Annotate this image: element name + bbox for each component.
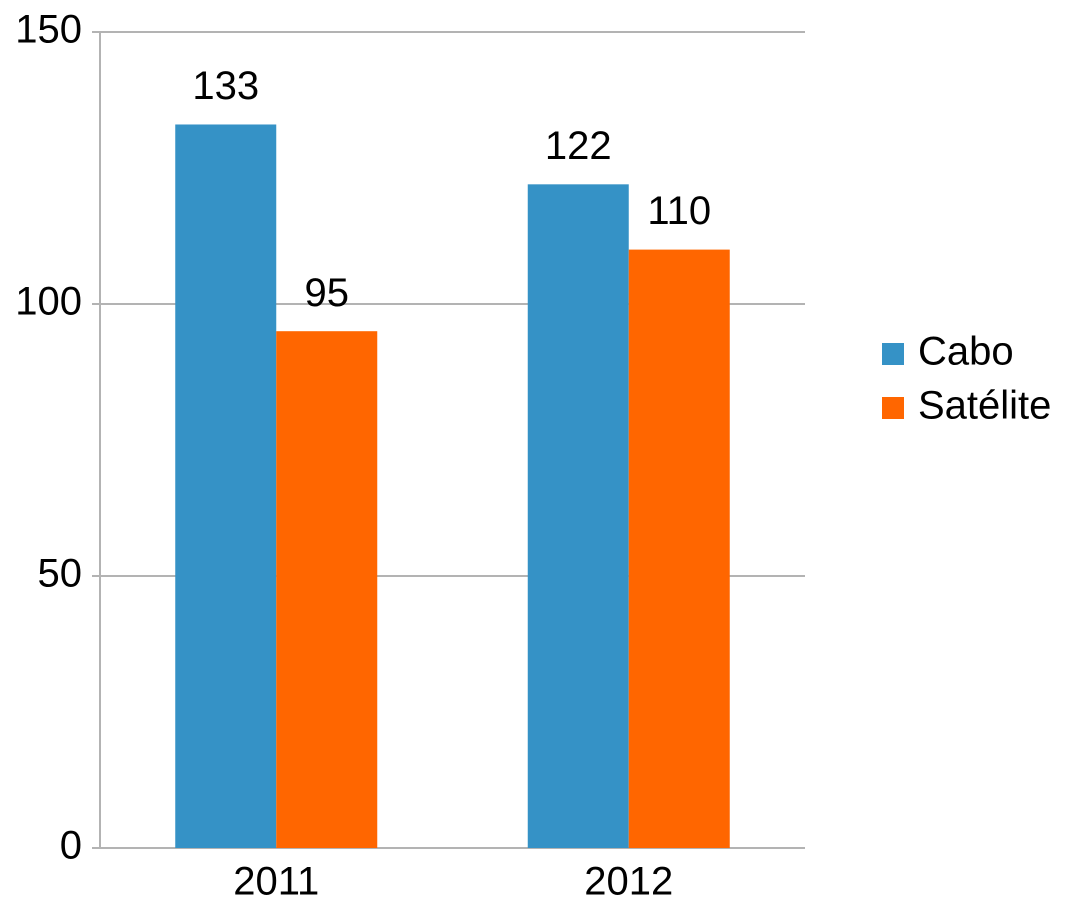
- bar: [628, 249, 730, 849]
- bar: [527, 184, 629, 848]
- data-label: 122: [545, 124, 612, 168]
- data-label: 133: [192, 64, 259, 108]
- bar: [276, 331, 378, 848]
- data-label: 110: [647, 189, 711, 233]
- legend-label: Cabo: [918, 330, 1014, 374]
- legend-label: Satélite: [918, 384, 1051, 428]
- data-label: 95: [305, 271, 350, 315]
- y-tick-label: 150: [15, 8, 82, 52]
- legend-swatch: [882, 397, 904, 419]
- y-tick-label: 0: [60, 824, 82, 868]
- legend-swatch: [882, 343, 904, 365]
- y-tick-label: 50: [38, 552, 83, 596]
- y-tick-label: 100: [15, 280, 82, 324]
- x-tick-label: 2012: [584, 860, 673, 899]
- x-tick-label: 2011: [233, 860, 319, 899]
- bar: [175, 124, 277, 849]
